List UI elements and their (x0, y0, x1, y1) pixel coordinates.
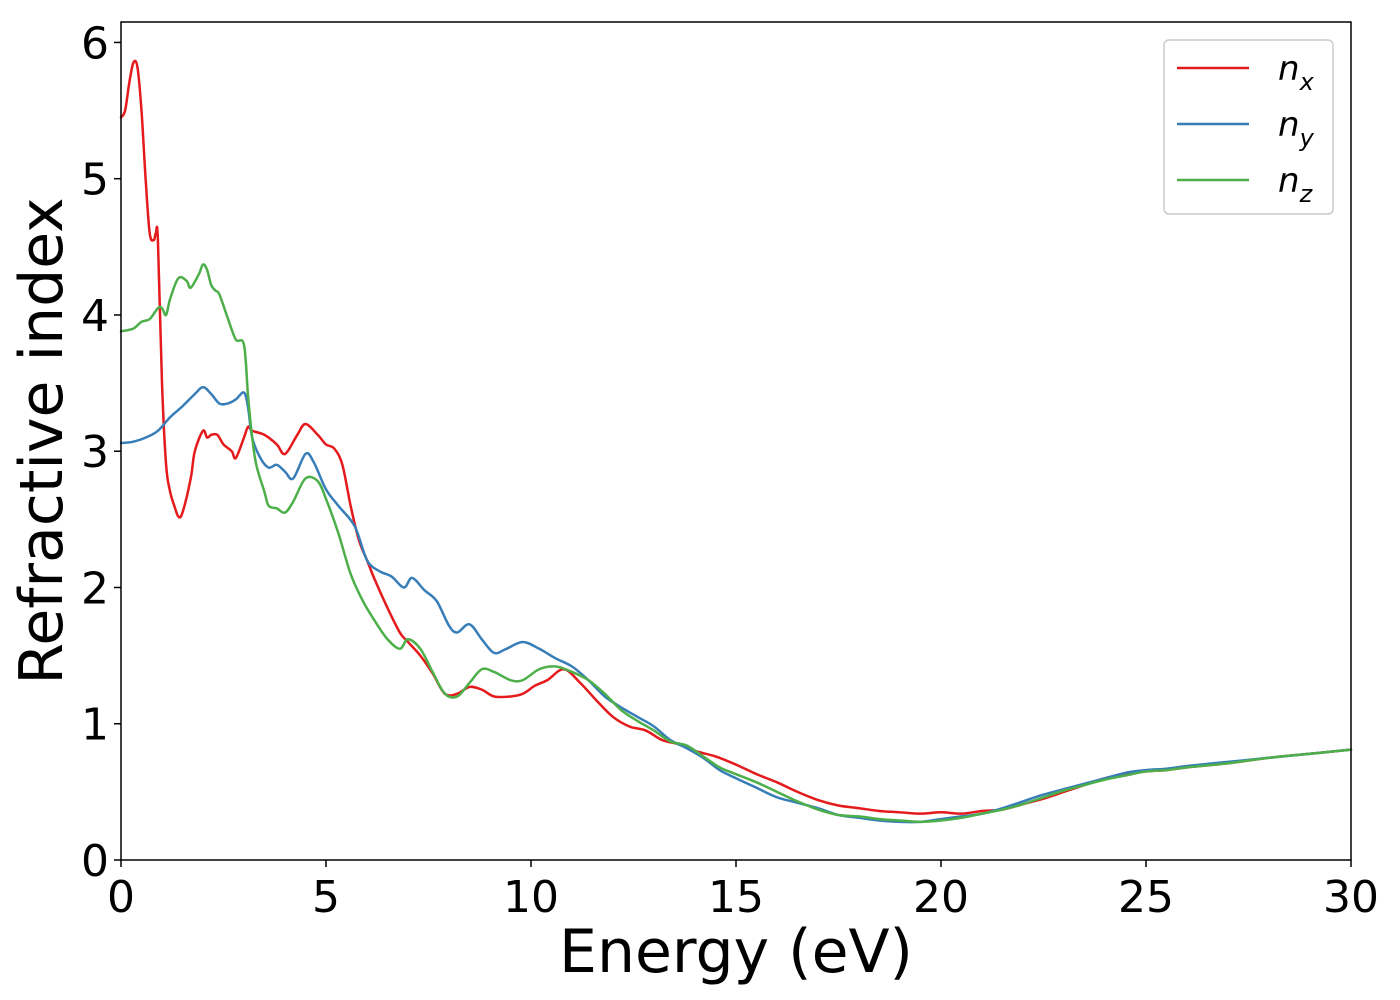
series-line-nz (119, 263, 1353, 824)
legend-label-ny: ny (1278, 105, 1315, 152)
x-tick-label: 5 (312, 872, 340, 923)
y-tick-label: 0 (81, 836, 109, 887)
legend-entries: nx ny nz (1177, 49, 1315, 208)
y-tick-label: 4 (81, 291, 109, 342)
x-axis-label: Energy (eV) (559, 917, 913, 987)
legend-box (1163, 39, 1334, 215)
y-axis: 0 1 2 3 4 5 6 (81, 18, 121, 887)
x-tick-label: 30 (1323, 872, 1379, 923)
legend-label-nz: nz (1278, 161, 1314, 208)
x-tick-label: 20 (913, 872, 969, 923)
legend: nx ny nz (1163, 39, 1334, 215)
series-line-nx (119, 59, 1353, 815)
x-tick-label: 10 (503, 872, 559, 923)
y-tick-label: 1 (81, 700, 109, 751)
x-tick-label: 0 (107, 872, 135, 923)
x-axis: 0 5 10 15 20 25 30 (107, 860, 1379, 923)
y-tick-label: 2 (81, 563, 109, 614)
x-tick-label: 25 (1118, 872, 1174, 923)
legend-label-nx: nx (1278, 49, 1315, 96)
y-tick-label: 6 (81, 18, 109, 69)
y-tick-label: 5 (81, 155, 109, 206)
series-layer (119, 59, 1353, 824)
y-tick-label: 3 (81, 427, 109, 478)
x-tick-label: 15 (708, 872, 764, 923)
series-line-ny (119, 385, 1353, 824)
y-axis-label: Refractive index (7, 197, 77, 684)
